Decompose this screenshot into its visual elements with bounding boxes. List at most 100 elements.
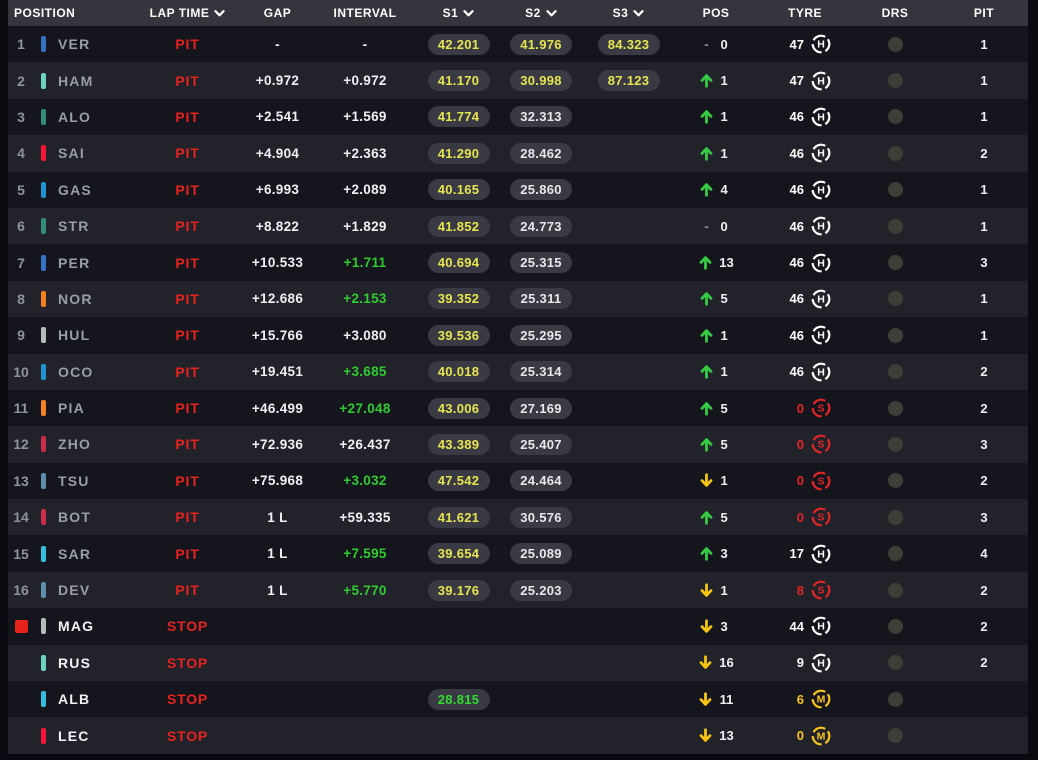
team-color-bar	[41, 436, 46, 453]
position-change-cell: 16	[672, 645, 760, 681]
table-row[interactable]: 1 VER PIT - - 42.201 41.976 84.323 - 0 4…	[8, 26, 1028, 63]
table-row[interactable]: 15 SAR PIT 1 L +7.595 39.654 25.089 3 17…	[8, 535, 1028, 572]
lap-time-status: PIT	[175, 36, 200, 53]
column-header-s1[interactable]: S1	[420, 6, 497, 20]
table-row[interactable]: 2 HAM PIT +0.972 +0.972 41.170 30.998 87…	[8, 62, 1028, 99]
table-row[interactable]: 14 BOT PIT 1 L +59.335 41.621 30.576 5 0…	[8, 499, 1028, 536]
table-row[interactable]: 4 SAI PIT +4.904 +2.363 41.290 28.462 1 …	[8, 135, 1028, 172]
table-row[interactable]: 7 PER PIT +10.533 +1.711 40.694 25.315 1…	[8, 244, 1028, 281]
tyre-age: 8	[796, 582, 804, 598]
table-row[interactable]: 8 NOR PIT +12.686 +2.153 39.352 25.311 5…	[8, 280, 1028, 318]
column-header-label: GAP	[263, 6, 292, 20]
position-change-value: 11	[719, 691, 734, 707]
table-row[interactable]: 10 OCO PIT +19.451 +3.685 40.018 25.314 …	[8, 353, 1028, 390]
column-header-position: POSITION	[8, 6, 130, 20]
position-change-cell: 5	[672, 390, 760, 426]
interval-value	[310, 717, 420, 753]
position-change-value: 1	[720, 109, 728, 125]
sector3-cell	[585, 572, 672, 608]
pit-count: 4	[980, 546, 988, 562]
tyre-compound-icon: H	[810, 215, 832, 237]
sector1-time: 47.542	[427, 470, 490, 492]
tyre-age: 47	[789, 73, 804, 89]
position-cell: 5 GAS	[8, 172, 130, 208]
interval-value: -	[362, 36, 368, 52]
table-row[interactable]: RUS STOP 16 9 H 2	[8, 644, 1028, 682]
column-header-label: S1	[442, 6, 459, 20]
position-change-value: 13	[719, 728, 734, 744]
interval-value: +3.080	[343, 327, 387, 343]
interval-value: +27.048	[339, 400, 391, 416]
tyre-compound-icon: H	[810, 70, 832, 92]
table-row[interactable]: 11 PIA PIT +46.499 +27.048 43.006 27.169…	[8, 389, 1028, 427]
sector1-time: 41.774	[427, 106, 490, 128]
sector3-cell	[585, 208, 672, 244]
position-change-value: 1	[720, 73, 728, 89]
driver-code: HUL	[58, 327, 91, 344]
lap-time-status: PIT	[175, 108, 200, 125]
tyre-cell: 46 H	[760, 135, 850, 171]
gap-value: 1 L	[267, 509, 288, 525]
lap-time-status: STOP	[166, 618, 209, 635]
table-row[interactable]: MAG STOP 3 44 H 2	[8, 608, 1028, 645]
driver-code: ZHO	[58, 436, 92, 453]
column-header-lap-time[interactable]: LAP TIME	[130, 6, 245, 20]
sector2-cell: 25.295	[497, 317, 585, 353]
position-up-arrow-icon	[700, 364, 714, 379]
sector3-cell	[585, 390, 672, 426]
interval-value	[310, 645, 420, 681]
drs-indicator	[887, 691, 903, 707]
sector1-time: 40.165	[427, 179, 490, 201]
interval-value: +3.685	[343, 364, 387, 380]
interval-value: +3.032	[343, 473, 387, 489]
team-color-bar	[41, 691, 46, 708]
lap-time-cell: PIT	[130, 135, 245, 171]
team-color-bar	[41, 618, 46, 635]
sector1-cell: 39.352	[420, 281, 497, 317]
lap-time-cell: PIT	[130, 26, 245, 62]
position-up-arrow-icon	[700, 146, 714, 161]
lap-time-cell: PIT	[130, 317, 245, 353]
sector2-cell	[497, 681, 585, 717]
position-down-arrow-icon	[700, 582, 714, 598]
sector3-cell	[585, 317, 672, 353]
table-row[interactable]: 16 DEV PIT 1 L +5.770 39.176 25.203 1 8 …	[8, 571, 1028, 609]
timing-table-body: 1 VER PIT - - 42.201 41.976 84.323 - 0 4…	[8, 26, 1028, 754]
gap-value: +10.533	[251, 255, 304, 271]
position-down-arrow-icon	[698, 655, 712, 670]
column-header-s2[interactable]: S2	[497, 6, 585, 20]
driver-code: SAR	[58, 545, 92, 562]
lap-time-status: PIT	[175, 436, 200, 453]
table-row[interactable]: 5 GAS PIT +6.993 +2.089 40.165 25.860 4 …	[8, 171, 1028, 208]
table-row[interactable]: 12 ZHO PIT +72.936 +26.437 43.389 25.407…	[8, 426, 1028, 463]
live-timing-table: POSITION LAP TIME GAP INTERVAL S1 S2 S3 …	[8, 0, 1028, 754]
tyre-age: 46	[789, 218, 804, 234]
table-row[interactable]: 13 TSU PIT +75.968 +3.032 47.542 24.464 …	[8, 462, 1028, 500]
table-row[interactable]: 6 STR PIT +8.822 +1.829 41.852 24.773 - …	[8, 207, 1028, 245]
sector2-time: 28.462	[510, 142, 572, 164]
table-row[interactable]: 3 ALO PIT +2.541 +1.569 41.774 32.313 1 …	[8, 98, 1028, 136]
column-header-s3[interactable]: S3	[585, 6, 672, 20]
gap-value: +72.936	[251, 436, 304, 452]
pit-count: 2	[980, 582, 988, 598]
driver-code: HAM	[58, 72, 94, 89]
interval-value: +1.829	[343, 218, 387, 234]
lap-time-cell: PIT	[130, 62, 245, 98]
position-change-value: 5	[720, 509, 728, 525]
position-up-arrow-icon	[700, 510, 714, 525]
tyre-compound-icon: H	[810, 652, 832, 674]
driver-code: RUS	[58, 654, 92, 671]
table-row[interactable]: 9 HUL PIT +15.766 +3.080 39.536 25.295 1…	[8, 317, 1028, 354]
position-cell: 16 DEV	[8, 572, 130, 608]
drs-indicator	[887, 582, 903, 598]
table-row[interactable]: ALB STOP 28.815 11 6 M	[8, 681, 1028, 718]
tyre-compound-icon: M	[810, 725, 832, 747]
position-number: 16	[13, 582, 29, 599]
gap-value: +8.822	[255, 218, 300, 234]
tyre-cell: 46 H	[760, 354, 850, 390]
sector1-cell: 40.018	[420, 354, 497, 390]
team-color-bar	[41, 363, 46, 380]
tyre-age: 6	[796, 691, 804, 707]
table-row[interactable]: LEC STOP 13 0 M	[8, 717, 1028, 754]
position-number: 9	[17, 327, 25, 344]
